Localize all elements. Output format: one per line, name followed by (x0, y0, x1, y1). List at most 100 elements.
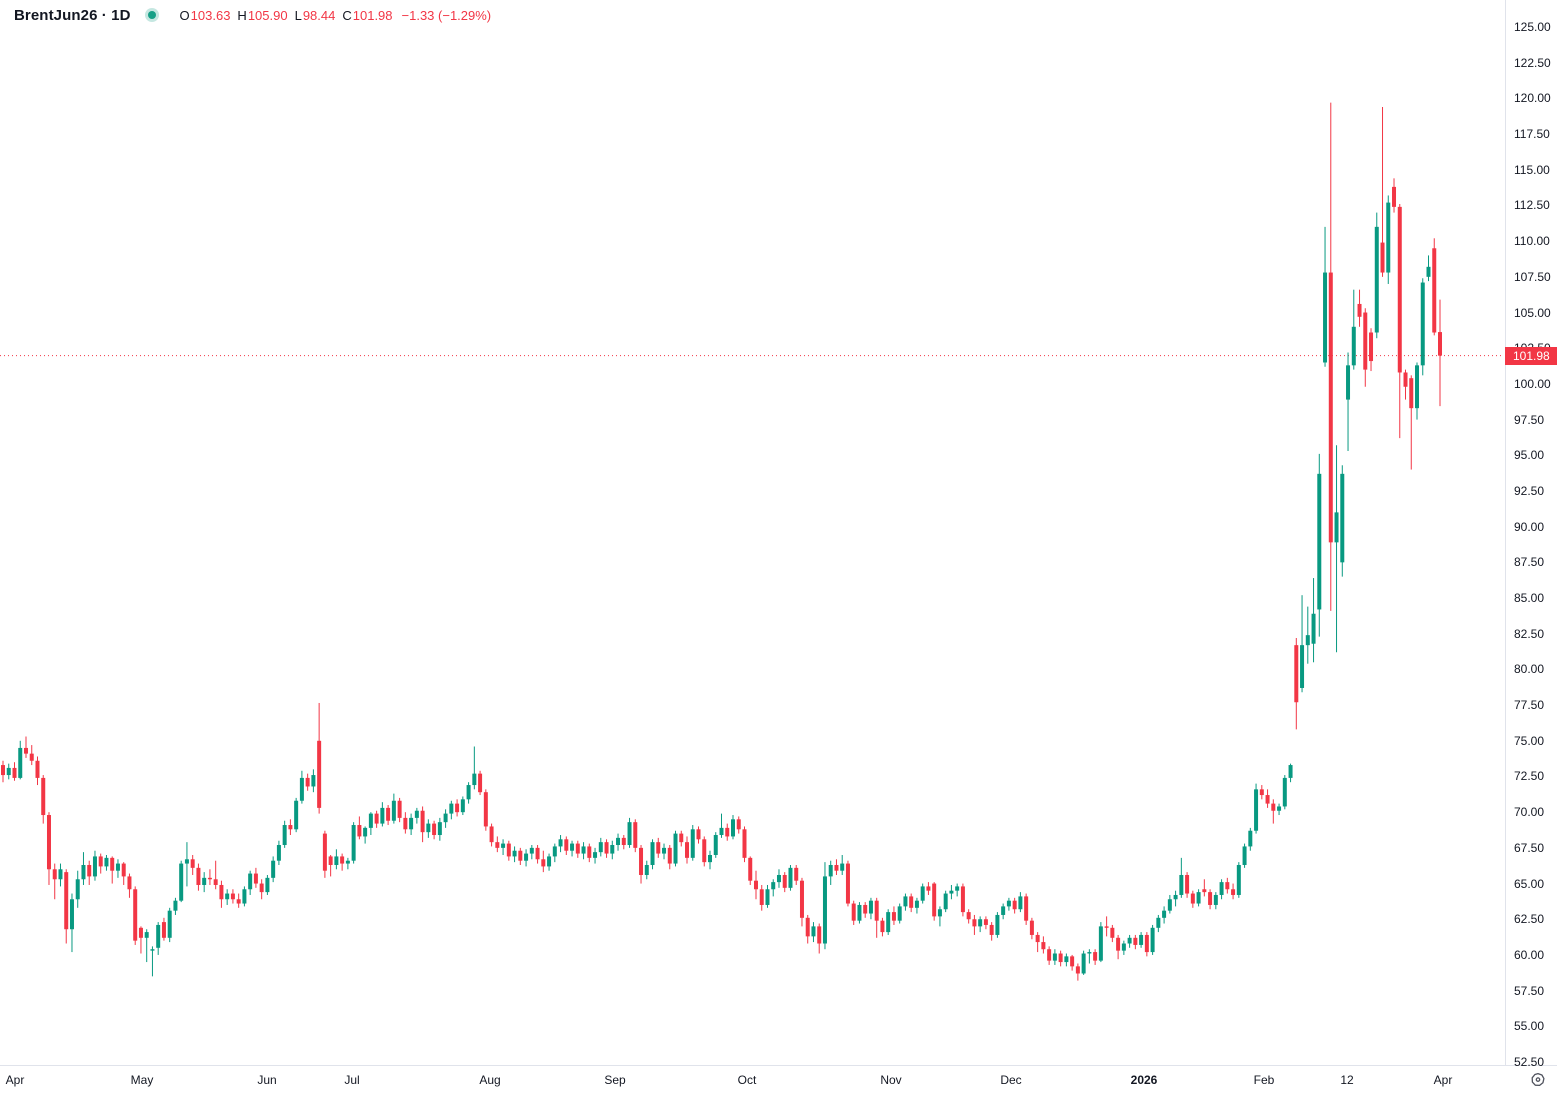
axis-settings-gear-icon[interactable] (1526, 1069, 1550, 1093)
price-tick-label: 62.50 (1514, 912, 1545, 927)
time-tick-label: Dec (1000, 1073, 1022, 1087)
candle (75, 870, 80, 908)
price-tick-label: 65.00 (1514, 876, 1545, 891)
candle (1380, 106, 1385, 277)
time-tick-label: 2026 (1130, 1073, 1158, 1087)
candle (1369, 328, 1374, 372)
candle (903, 893, 908, 911)
candle (736, 816, 741, 834)
candle (702, 836, 707, 867)
candle (1328, 102, 1333, 611)
candle (926, 882, 931, 895)
price-tick-label: 92.50 (1514, 483, 1545, 498)
candle (1323, 226, 1328, 367)
candle (1236, 862, 1241, 898)
candle (1277, 803, 1282, 816)
candle (156, 922, 161, 955)
candle (966, 909, 971, 924)
candle (1110, 924, 1115, 943)
price-tick-label: 100.00 (1514, 376, 1551, 391)
candle (909, 893, 914, 913)
price-tick-label: 57.50 (1514, 983, 1545, 998)
time-tick-label: Apr (1433, 1073, 1453, 1087)
candle (828, 860, 833, 885)
candle (794, 864, 799, 885)
candle (23, 736, 28, 758)
candle (650, 839, 655, 870)
candle (1104, 916, 1109, 937)
low-value: 98.44 (302, 7, 336, 23)
candle (1012, 897, 1017, 914)
candle (179, 860, 184, 903)
candle (1024, 893, 1029, 925)
candle (282, 820, 287, 848)
candle (1288, 763, 1293, 783)
candle (265, 874, 270, 895)
candle (897, 903, 902, 924)
candle (978, 916, 983, 933)
candle (834, 859, 839, 875)
candle (1064, 953, 1069, 967)
price-tick-label: 85.00 (1514, 591, 1545, 606)
change-value: −1.33 (−1.29%) (401, 7, 492, 23)
candle (1242, 843, 1247, 868)
candle (230, 889, 235, 904)
last-price-label: 101.98 (1505, 346, 1557, 365)
candle (989, 922, 994, 941)
price-axis[interactable]: 125.00 122.50 120.00 117.50 115.00 112.50 110.… (1505, 0, 1557, 1069)
price-tick-label: 97.50 (1514, 412, 1545, 427)
symbol-title[interactable]: BrentJun26 · 1D (14, 6, 131, 24)
candle (535, 845, 540, 864)
price-tick-label: 120.00 (1514, 91, 1551, 106)
candle (81, 852, 86, 885)
candle (351, 822, 356, 864)
candle (460, 796, 465, 816)
candle (1374, 212, 1379, 339)
candle (202, 872, 207, 893)
market-status-dot[interactable] (147, 11, 156, 19)
candle (616, 833, 621, 851)
candle (725, 823, 730, 841)
time-tick-label: May (130, 1073, 154, 1087)
candle (1334, 445, 1339, 653)
candle (1300, 595, 1305, 693)
price-tick-label: 90.00 (1514, 519, 1545, 534)
candle (380, 802, 385, 827)
candle (995, 912, 1000, 938)
candle (12, 762, 17, 781)
candle (1254, 783, 1259, 834)
price-tick-label: 110.00 (1514, 234, 1550, 249)
candle (259, 879, 264, 900)
candle (127, 873, 132, 898)
candle (547, 853, 552, 871)
candle (1426, 255, 1431, 282)
candle (644, 860, 649, 880)
candle (972, 914, 977, 935)
candle (1202, 879, 1207, 897)
candle (1225, 877, 1230, 894)
candle (1409, 375, 1414, 470)
candle (679, 830, 684, 847)
candle (932, 882, 937, 921)
candle (46, 812, 51, 885)
candle (713, 832, 718, 858)
price-tick-label: 117.50 (1514, 127, 1550, 142)
candle (357, 816, 362, 840)
candle (1351, 289, 1356, 370)
candle (949, 884, 954, 900)
candle (98, 853, 103, 874)
candle (104, 855, 109, 871)
candle (627, 817, 632, 848)
candle (1185, 872, 1190, 898)
close-value: 101.98 (352, 7, 393, 23)
candle (1156, 914, 1161, 933)
time-axis[interactable]: Apr May Jun Jul Aug Sep Oct Nov Dec 2026 Feb 12 Apr (0, 1065, 1557, 1102)
candle (943, 890, 948, 913)
price-tick-label: 52.50 (1514, 1055, 1545, 1069)
candle (771, 879, 776, 897)
candle (1432, 238, 1437, 336)
candle (851, 900, 856, 925)
candle (1213, 892, 1218, 910)
candle (322, 830, 327, 878)
